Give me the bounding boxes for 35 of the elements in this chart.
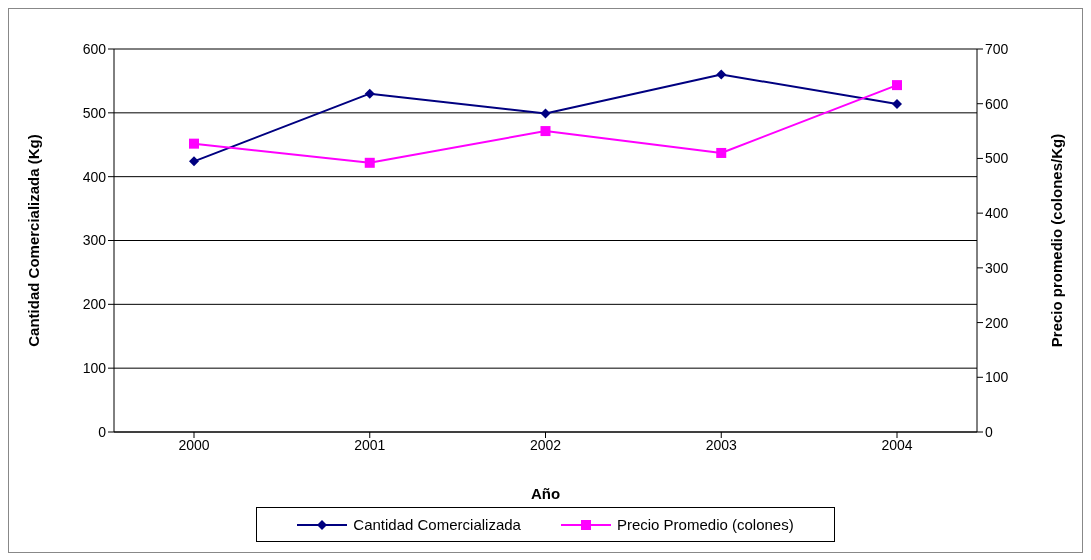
y-tick-label: 600 (82, 40, 107, 57)
legend-label: Precio Promedio (colones) (616, 516, 794, 533)
y2-tick-label: 500 (985, 150, 1009, 167)
legend-label: Cantidad Comercializada (353, 516, 521, 533)
point (364, 157, 375, 168)
x-axis-title: Año (530, 485, 561, 502)
x-tick-label: 2003 (705, 436, 738, 453)
point (892, 80, 902, 91)
y-tick-label: 100 (82, 360, 107, 377)
x-tick-label: 2001 (354, 436, 386, 453)
point (189, 138, 199, 149)
x-tick-label: 2000 (178, 436, 210, 453)
point (189, 156, 199, 167)
x-tick-label: 2002 (529, 436, 562, 453)
x-tick-label: 2004 (881, 436, 913, 453)
y2-tick-label: 300 (985, 259, 1009, 276)
y-tick-label: 500 (82, 104, 107, 121)
point (540, 126, 551, 137)
y2-tick-label: 200 (985, 314, 1009, 331)
y2-tick-label: 700 (985, 40, 1009, 57)
y-axis-title: Cantidad Comercializada (Kg) (25, 134, 43, 347)
point (892, 98, 902, 109)
y-tick-label: 400 (82, 168, 107, 185)
y2-axis-title: Precio promedio (colones/Kg) (1048, 133, 1066, 348)
y2-tick-label: 100 (985, 369, 1009, 386)
point (716, 69, 727, 80)
y-tick-label: 300 (82, 232, 107, 249)
y-tick-label: 200 (82, 296, 107, 313)
y-tick-label: 0 (98, 423, 107, 440)
point (716, 147, 727, 158)
y2-tick-label: 600 (985, 95, 1009, 112)
point (364, 88, 375, 99)
point (540, 108, 551, 119)
y2-tick-label: 400 (985, 205, 1009, 222)
y2-tick-label: 0 (985, 423, 993, 440)
